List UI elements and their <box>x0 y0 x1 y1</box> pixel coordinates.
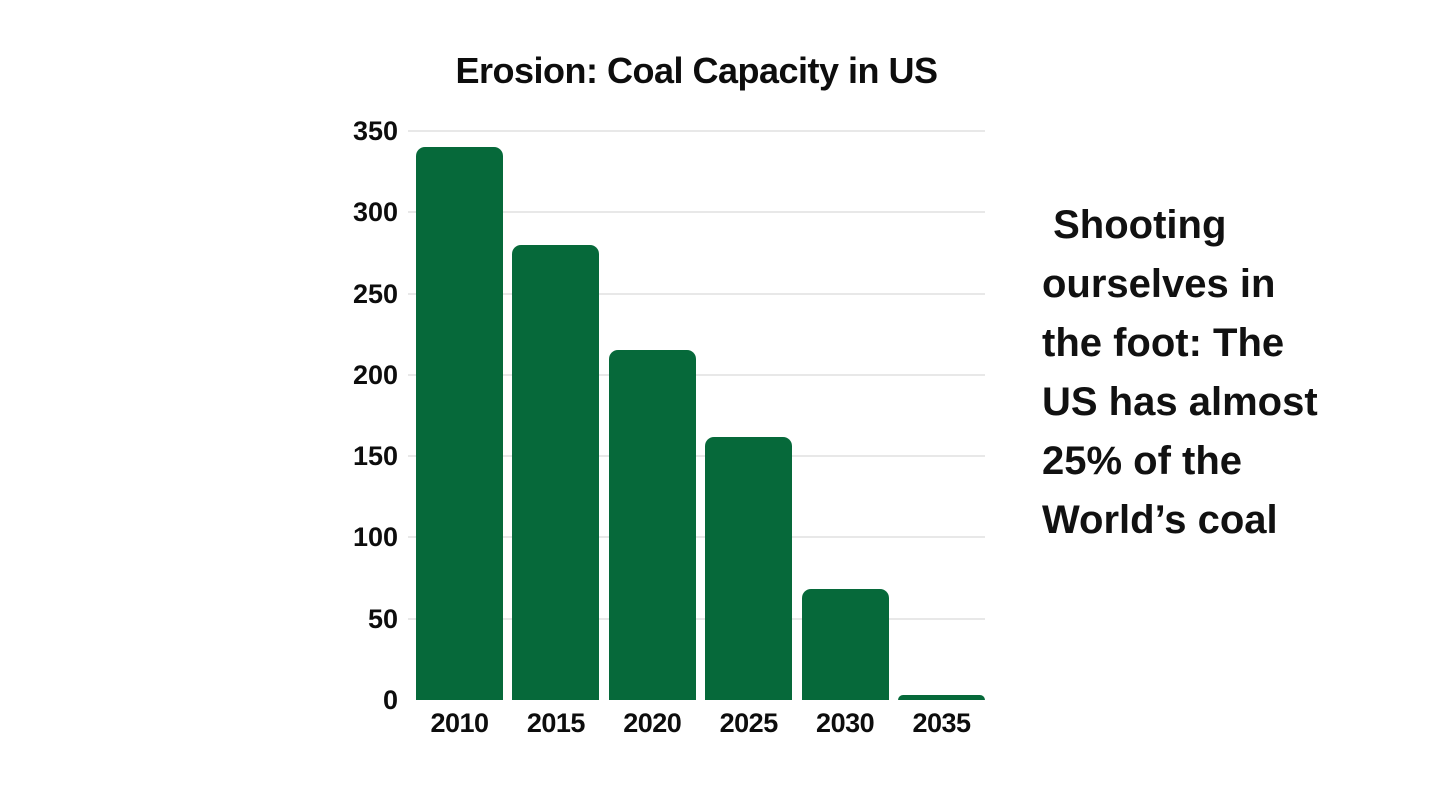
y-tick-label-200: 200 <box>352 359 398 390</box>
x-tick-label-2015: 2015 <box>526 708 586 738</box>
y-tick-label-300: 300 <box>352 197 398 228</box>
x-tick-label-2035: 2035 <box>912 708 971 738</box>
annotation-text: Shooting ourselves in the foot: The US h… <box>1042 203 1318 542</box>
gridline-y50 <box>408 617 985 620</box>
gridline-y300 <box>408 211 985 214</box>
gridline-y250 <box>408 292 985 295</box>
x-tick-label-2025: 2025 <box>719 708 779 738</box>
plot-area <box>408 130 985 700</box>
y-tick-label-100: 100 <box>352 522 398 553</box>
x-tick-label-2010: 2010 <box>430 708 489 738</box>
x-axis: 2010 2015 2020 2025 2030 2035 <box>408 706 985 742</box>
bar-2015 <box>512 244 600 700</box>
y-tick-label-350: 350 <box>352 116 398 146</box>
bar-2030 <box>801 589 889 700</box>
x-tick-label-2020: 2020 <box>623 708 682 738</box>
bar-2020 <box>608 350 696 700</box>
gridline-y200 <box>408 373 985 376</box>
gridline-y150 <box>408 455 985 458</box>
x-tick-label-2030: 2030 <box>816 708 875 738</box>
gridline-y350 <box>408 130 985 132</box>
gridline-y100 <box>408 536 985 539</box>
y-tick-label-50: 50 <box>367 603 398 634</box>
bar-2035 <box>898 695 985 700</box>
chart-title: Erosion: Coal Capacity in US <box>455 50 938 91</box>
y-axis: 0 50 100 150 200 250 300 350 <box>290 116 398 715</box>
y-tick-label-150: 150 <box>352 441 398 472</box>
y-tick-label-0: 0 <box>382 685 398 715</box>
y-tick-label-250: 250 <box>352 278 398 309</box>
bar-2025 <box>705 436 793 700</box>
bar-2010 <box>416 147 503 700</box>
